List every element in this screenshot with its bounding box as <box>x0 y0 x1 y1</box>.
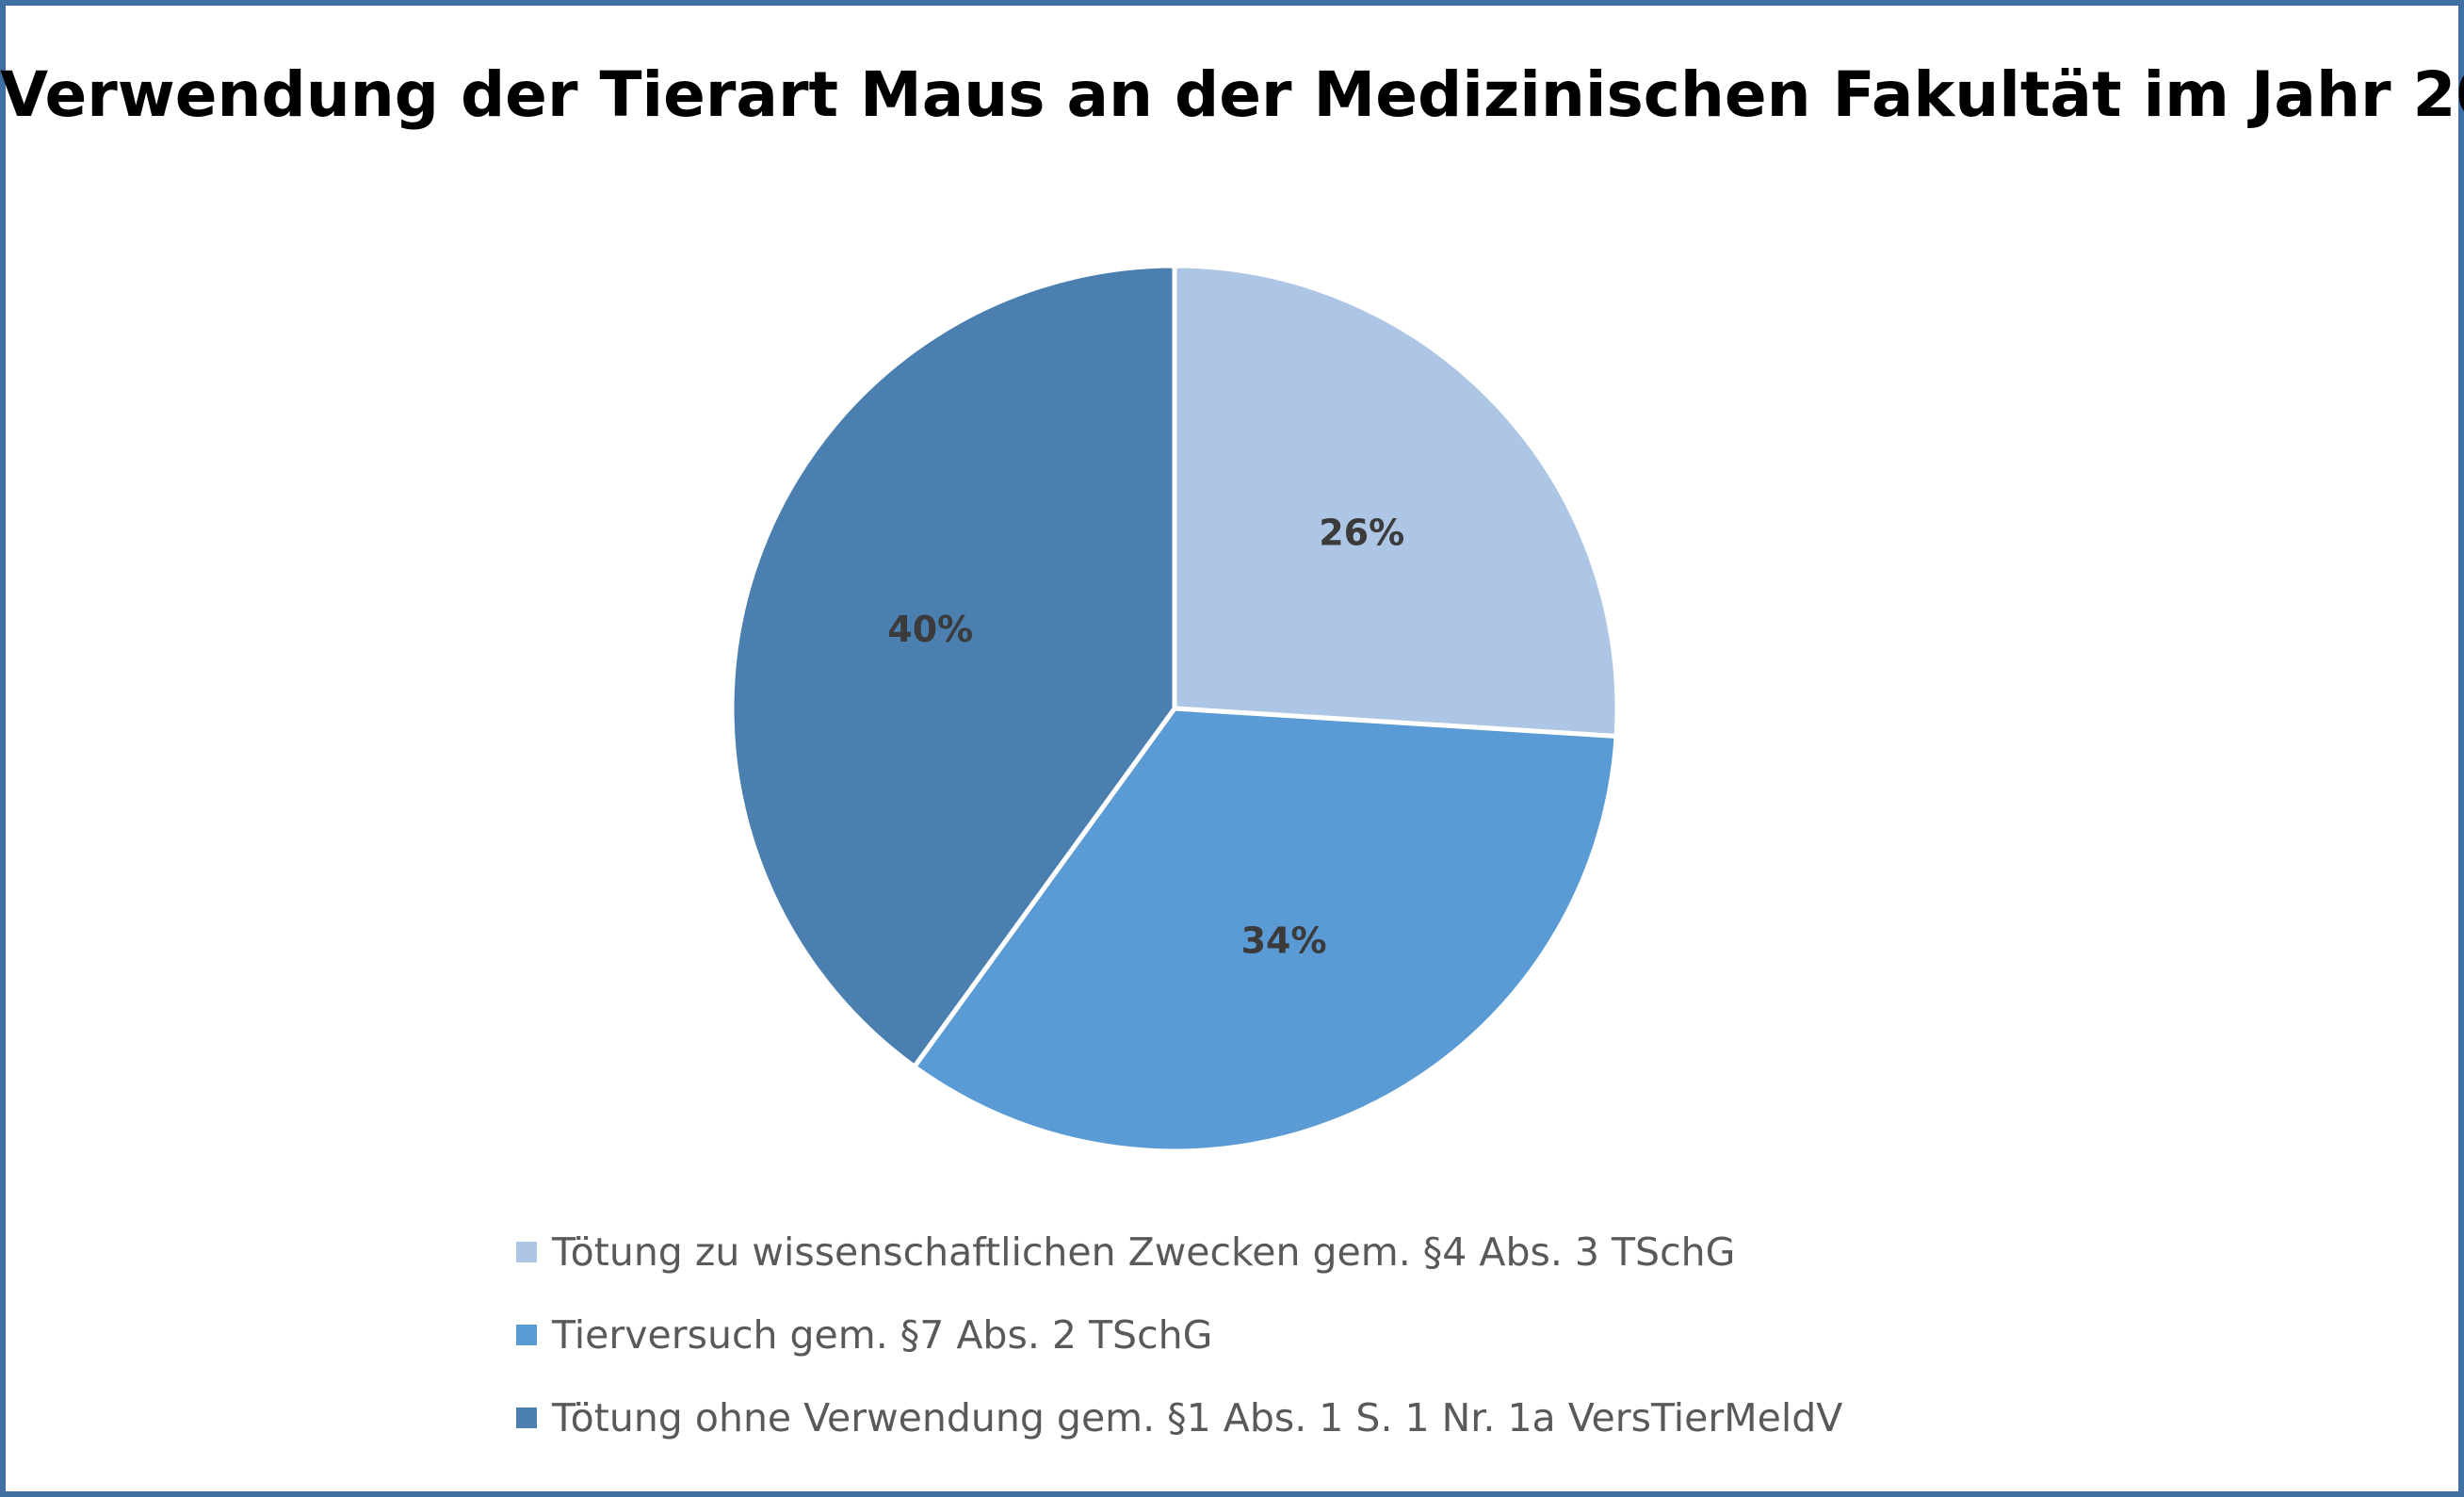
pie-slice <box>912 706 1619 1154</box>
pie-slice <box>1172 263 1620 740</box>
slice-value-label: 34% <box>1241 920 1327 962</box>
chart-title: Verwendung der Tierart Maus an der Mediz… <box>0 58 2464 131</box>
legend-label: Tierversuch gem. §7 Abs. 2 TSchG <box>552 1312 1213 1358</box>
legend-item: Tötung ohne Verwendung gem. §1 Abs. 1 S.… <box>516 1376 1842 1459</box>
slice-value-label: 40% <box>887 609 973 650</box>
slice-value-label: 26% <box>1319 512 1404 553</box>
legend-swatch <box>516 1325 537 1345</box>
legend-swatch <box>516 1408 537 1428</box>
pie-slice <box>729 263 1177 1069</box>
legend-item: Tötung zu wissenschaftlichen Zwecken gem… <box>516 1211 1842 1294</box>
chart-legend: Tötung zu wissenschaftlichen Zwecken gem… <box>516 1211 1842 1459</box>
legend-item: Tierversuch gem. §7 Abs. 2 TSchG <box>516 1294 1842 1376</box>
legend-label: Tötung zu wissenschaftlichen Zwecken gem… <box>552 1229 1736 1275</box>
legend-label: Tötung ohne Verwendung gem. §1 Abs. 1 S.… <box>552 1395 1843 1440</box>
legend-swatch <box>516 1242 537 1262</box>
